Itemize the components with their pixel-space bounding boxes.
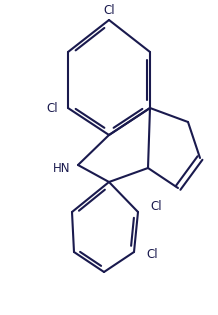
Text: Cl: Cl [46,101,58,114]
Text: Cl: Cl [150,201,162,214]
Text: Cl: Cl [146,248,158,261]
Text: HN: HN [53,163,70,175]
Text: Cl: Cl [103,3,115,16]
